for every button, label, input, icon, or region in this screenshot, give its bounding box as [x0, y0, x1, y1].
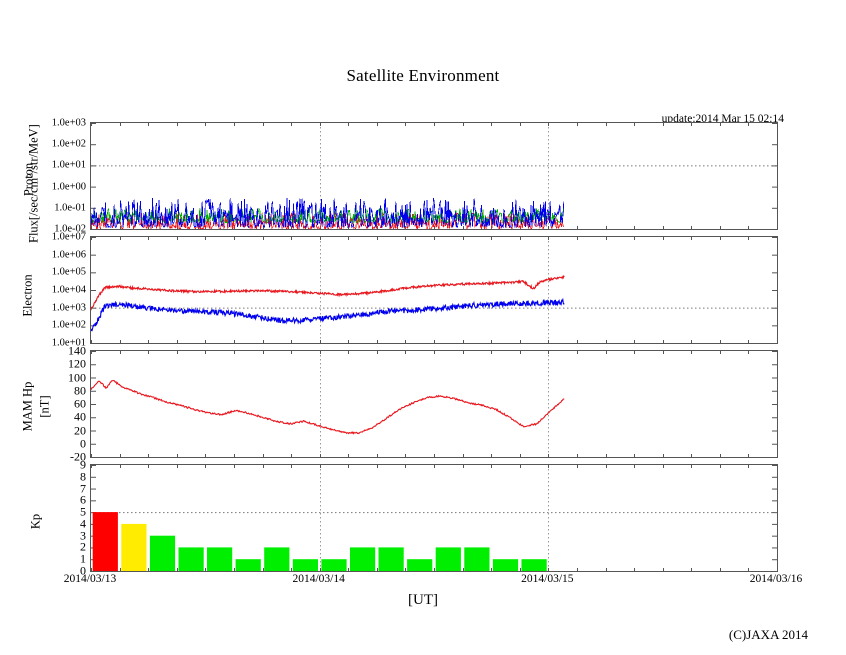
ytick-label: 40: [74, 409, 86, 424]
kp-bar: [521, 559, 547, 571]
panel-label-mam-hp: MAM Hp: [20, 381, 35, 432]
panel-electron: [90, 236, 778, 344]
ytick-label: 1.0e+01: [51, 337, 86, 349]
ytick-label: 4: [80, 516, 86, 531]
ytick-label: 80: [74, 383, 86, 398]
kp-bar: [149, 535, 176, 571]
xtick-label: 2014/03/15: [521, 573, 574, 585]
ytick-label: 60: [74, 396, 86, 411]
ytick-label: 1.0e-01: [54, 202, 86, 214]
ytick-label: 1.0e+07: [51, 231, 86, 243]
ytick-label: 1.0e+02: [51, 138, 86, 150]
kp-bar: [407, 559, 433, 571]
ytick-label: 1: [80, 551, 86, 566]
ytick-label: 9: [80, 457, 86, 472]
panel-label-electron: Electron: [20, 274, 35, 317]
ytick-label: 1.0e+01: [51, 159, 86, 171]
ytick-label: 7: [80, 481, 86, 496]
kp-bar: [492, 559, 519, 571]
xaxis-label: [UT]: [408, 592, 438, 608]
kp-bar: [121, 523, 147, 571]
xtick-label: 2014/03/14: [292, 573, 345, 585]
ytick-label: 1.0e+05: [51, 266, 86, 278]
panel-kp: [90, 464, 778, 572]
kp-bar: [92, 512, 118, 571]
kp-bar: [321, 559, 347, 571]
ytick-label: 1.0e-02: [54, 223, 86, 235]
kp-bar: [292, 559, 318, 571]
ytick-label: -20: [70, 449, 86, 464]
kp-bar: [264, 547, 290, 571]
ytick-label: 1.0e+04: [51, 284, 86, 296]
ytick-label: 100: [68, 370, 86, 384]
ytick-label: 1.0e+00: [51, 181, 86, 193]
panel-proton: [90, 122, 778, 230]
ytick-label: 1.0e+03: [51, 117, 86, 129]
kp-bar: [378, 547, 404, 571]
ytick-label: 1.0e+02: [51, 319, 86, 331]
ytick-label: 8: [80, 469, 86, 484]
kp-bar: [178, 547, 204, 571]
ytick-label: 0: [80, 436, 86, 451]
kp-bar: [435, 547, 461, 571]
kp-bar: [464, 547, 490, 571]
ytick-label: 1.0e+03: [51, 302, 86, 314]
panel-mam-hp: [90, 350, 778, 458]
page-title: Satellite Environment: [346, 66, 500, 85]
ytick-label: 140: [68, 343, 86, 358]
ytick-label: 120: [68, 356, 86, 371]
xtick-label: 2014/03/16: [749, 573, 803, 585]
panel-label-proton: Proton: [21, 162, 36, 197]
ytick-label: 2: [80, 539, 86, 554]
panel-label-kp: Kp: [28, 513, 43, 530]
kp-bar: [207, 547, 233, 571]
copyright-notice: (C)JAXA 2014: [728, 627, 808, 642]
xtick-label: 2014/03/13: [63, 573, 117, 585]
ytick-label: 20: [74, 423, 86, 437]
ytick-label: 0: [80, 563, 86, 578]
ytick-label: 6: [80, 492, 86, 507]
ytick-label: 5: [80, 504, 86, 519]
kp-bar: [350, 547, 376, 571]
panel-sublabel-mam-hp-unit: [nT]: [37, 395, 52, 418]
ytick-label: 3: [80, 528, 86, 543]
ytick-label: 1.0e+06: [51, 249, 86, 261]
kp-bar: [235, 559, 261, 571]
